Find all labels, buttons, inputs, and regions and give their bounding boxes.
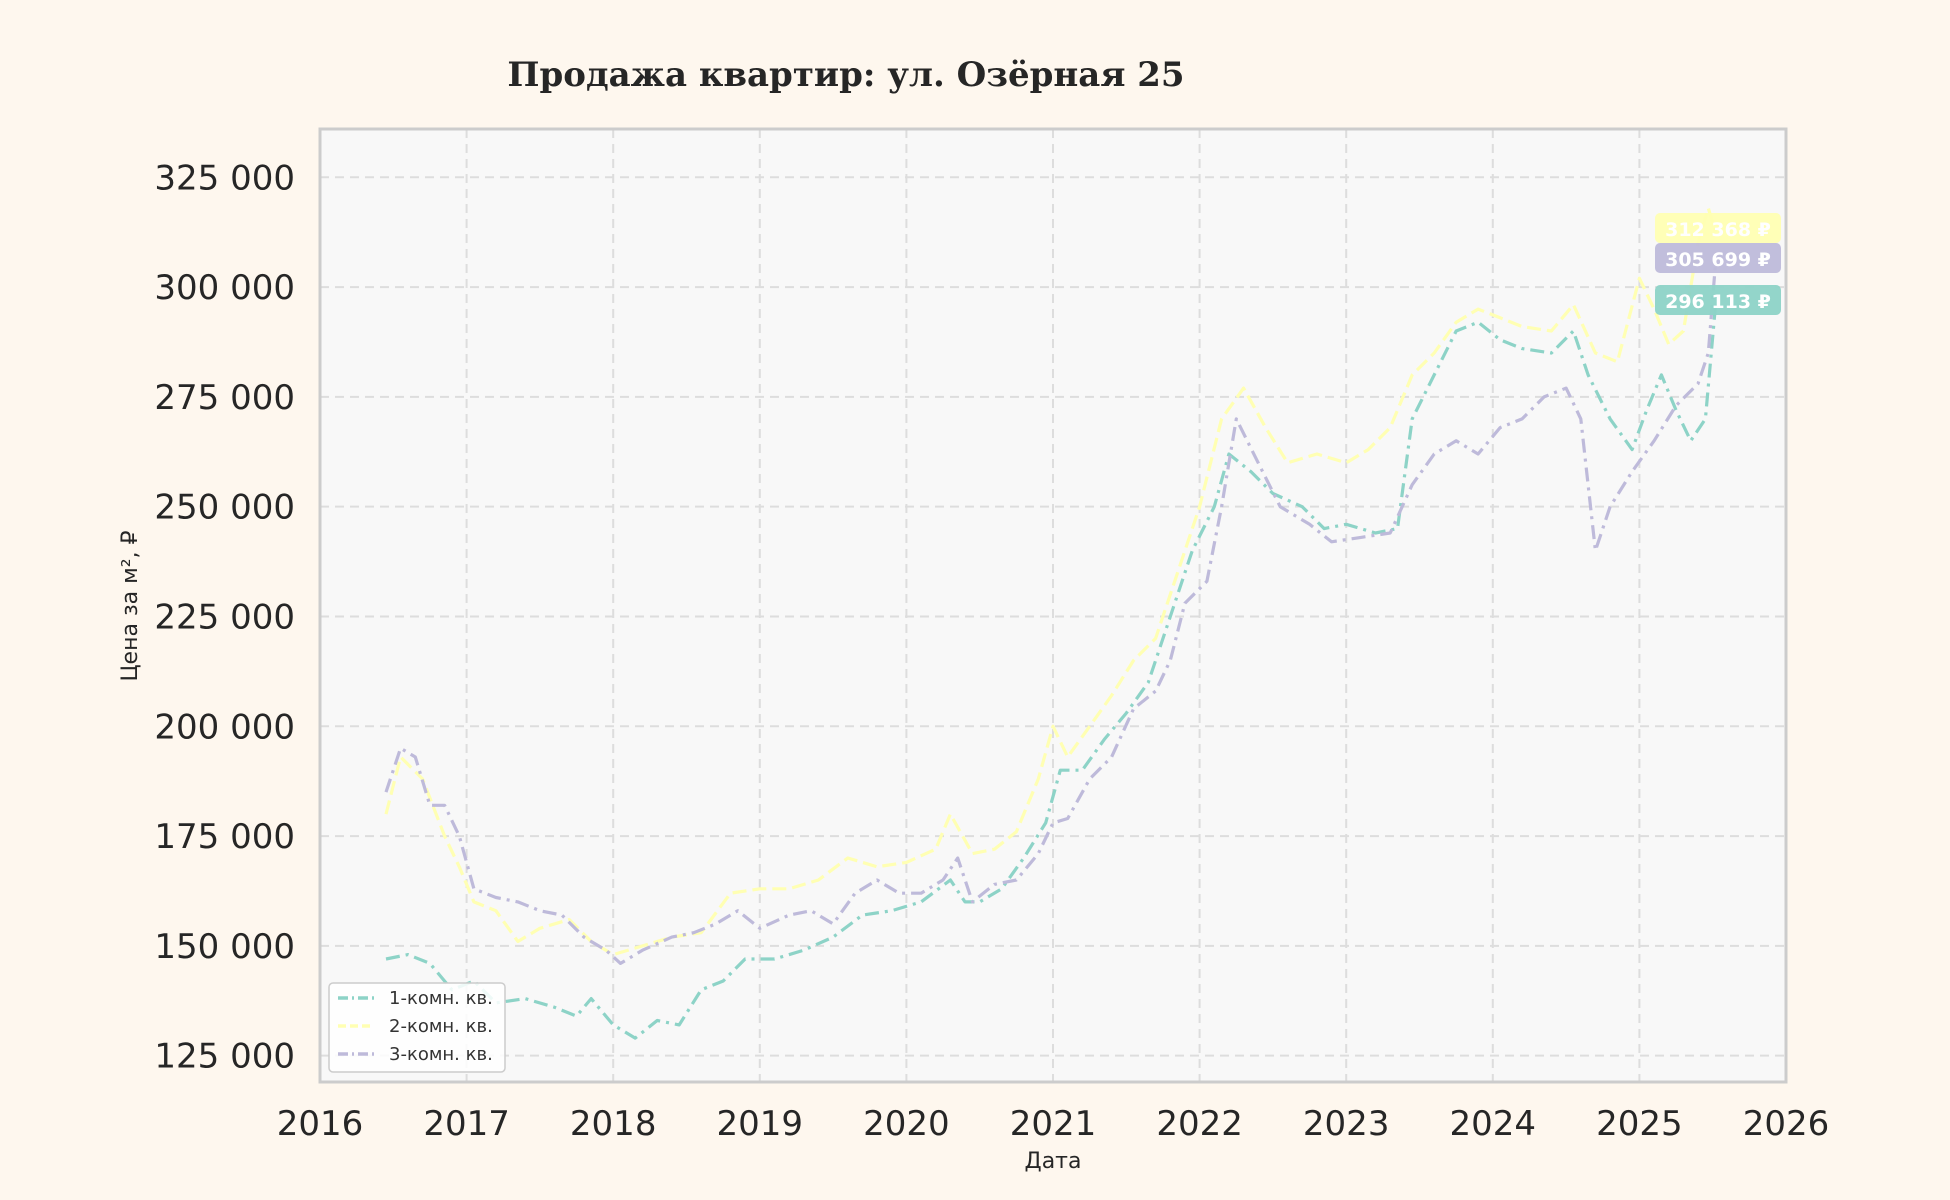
legend-box [328, 982, 506, 1073]
y-tick-label: 300 000 [154, 268, 295, 308]
y-tick-label: 225 000 [154, 597, 295, 637]
end-value-labels: 312 368 ₽ 305 699 ₽ 296 113 ₽ [1655, 213, 1781, 315]
y-tick-label: 200 000 [154, 707, 295, 747]
x-tick-label: 2022 [1156, 1104, 1243, 1144]
y-tick-label: 150 000 [154, 927, 295, 967]
end-label-badge [1655, 213, 1781, 243]
x-tick-label: 2016 [277, 1104, 364, 1144]
y-tick-labels: 125 000 150 000 175 000 200 000 225 000 250 0… [154, 158, 295, 1076]
y-axis-label: Цена за м², ₽ [118, 530, 143, 681]
end-label-text: 296 113 ₽ [1665, 291, 1771, 313]
y-tick-label: 175 000 [154, 817, 295, 857]
legend-label: 3-комн. кв. [389, 1044, 493, 1065]
series-line-3 [384, 261, 1718, 965]
y-tick-label: 125 000 [154, 1037, 295, 1077]
y-tick-label: 250 000 [154, 488, 295, 528]
end-label-1: 296 113 ₽ [1655, 285, 1781, 315]
x-tick-label: 2023 [1303, 1104, 1390, 1144]
x-tick-label: 2025 [1596, 1104, 1683, 1144]
x-tick-label: 2024 [1450, 1104, 1537, 1144]
y-tick-label: 275 000 [154, 378, 295, 418]
x-tick-label: 2018 [570, 1104, 657, 1144]
legend-label: 2-комн. кв. [389, 1016, 493, 1037]
x-tick-label: 2021 [1010, 1104, 1097, 1144]
legend-label: 1-комн. кв. [389, 988, 493, 1009]
chart-title: Продажа квартир: ул. Озёрная 25 [507, 55, 1184, 95]
x-tick-labels: 2016 2017 2018 2019 2020 2021 2022 2023 2024 2025… [277, 1104, 1830, 1144]
x-tick-label: 2020 [863, 1104, 950, 1144]
x-tick-label: 2017 [423, 1104, 510, 1144]
plot-frame [318, 127, 1788, 1084]
end-label-3: 305 699 ₽ [1655, 243, 1781, 273]
x-tick-label: 2019 [717, 1104, 804, 1144]
end-label-2: 312 368 ₽ [1655, 213, 1781, 243]
x-axis-label: Дата [1025, 1149, 1082, 1174]
series-layer [384, 206, 1718, 1040]
end-label-text: 305 699 ₽ [1665, 249, 1771, 271]
x-tick-label: 2026 [1743, 1104, 1830, 1144]
end-label-badge [1655, 285, 1781, 315]
legend: 1-комн. кв. 2-комн. кв. 3-комн. кв. [328, 982, 506, 1073]
y-tick-label: 325 000 [154, 158, 295, 198]
end-label-badge [1655, 243, 1781, 273]
end-label-text: 312 368 ₽ [1665, 219, 1771, 241]
